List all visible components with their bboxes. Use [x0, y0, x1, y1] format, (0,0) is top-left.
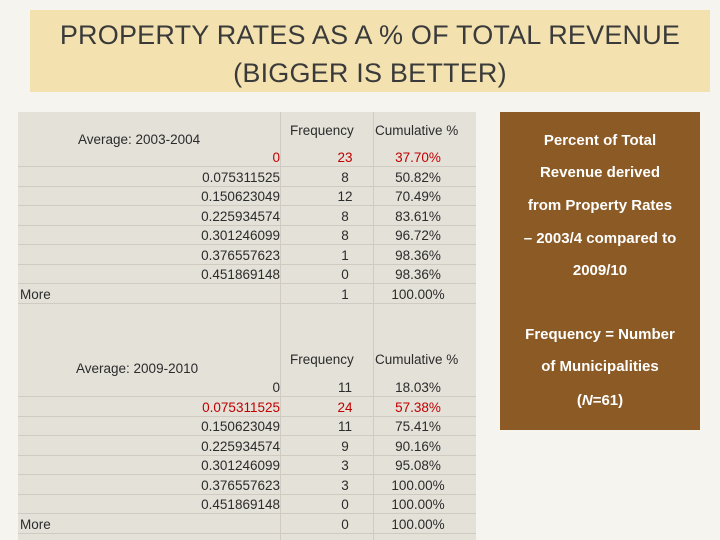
table-row: 0.301246099 8 96.72%: [18, 226, 476, 245]
bin-cell: 0.301246099: [201, 458, 280, 473]
cumulative-cell: 100.00%: [391, 477, 445, 493]
table-row: More 0 100.00%: [18, 515, 476, 534]
frequency-cell: 11: [337, 419, 352, 434]
desc-line-5: 2009/10: [572, 262, 628, 279]
frequency-cell: 9: [341, 438, 349, 454]
cumulative-cell: 75.41%: [395, 419, 441, 434]
table1-frequency-header: Frequency: [290, 123, 354, 138]
table-row: 0.301246099 3 95.08%: [18, 456, 476, 475]
cumulative-cell: 90.16%: [395, 438, 441, 454]
bin-cell: 0.150623049: [201, 419, 280, 434]
cumulative-cell: 100.00%: [391, 516, 445, 532]
table1-label: Average: 2003-2004: [78, 132, 201, 147]
desc-line-8-close: =61): [592, 392, 624, 409]
desc-line-4: – 2003/4 compared to: [523, 230, 677, 247]
cumulative-cell: 98.36%: [395, 247, 441, 263]
table-row: 0.150623049 12 70.49%: [18, 187, 476, 206]
frequency-cell: 11: [337, 380, 352, 395]
table-row: 0.075311525 24 57.38%: [18, 398, 476, 417]
frequency-cell: 3: [341, 477, 349, 493]
table2-frequency-header: Frequency: [290, 352, 354, 367]
bin-cell: 0.150623049: [201, 189, 280, 204]
frequency-cell: 24: [337, 399, 353, 415]
desc-line-6: Frequency = Number: [525, 326, 675, 343]
cumulative-cell: 98.36%: [395, 267, 441, 282]
bin-cell: 0.376557623: [201, 247, 280, 263]
bin-cell: 0.376557623: [201, 477, 280, 493]
grid-line: [373, 112, 374, 540]
cumulative-cell: 57.38%: [395, 399, 441, 415]
bin-cell: 0.451869148: [201, 497, 280, 512]
desc-line-1: Percent of Total: [543, 132, 657, 149]
table-row: 0 11 18.03%: [18, 378, 476, 397]
table-row: 0.225934574 8 83.61%: [18, 207, 476, 226]
bin-cell: 0: [272, 150, 280, 165]
cumulative-cell: 83.61%: [395, 208, 441, 224]
frequency-cell: 8: [341, 208, 349, 224]
table-row: 0.075311525 8 50.82%: [18, 168, 476, 187]
spreadsheet-area: Average: 2003-2004 Frequency Cumulative …: [18, 112, 476, 540]
cumulative-cell: 95.08%: [395, 458, 441, 473]
desc-line-2: Revenue derived: [539, 164, 661, 181]
table-row: 0.225934574 9 90.16%: [18, 437, 476, 456]
frequency-cell: 23: [337, 150, 353, 165]
table2-label: Average: 2009-2010: [76, 361, 199, 376]
table1-cumulative-header: Cumulative %: [375, 123, 459, 138]
desc-line-7: of Municipalities: [541, 358, 659, 375]
bin-cell: 0.075311525: [202, 169, 280, 185]
desc-line-8-n: N: [581, 392, 593, 409]
frequency-cell: 0: [341, 267, 349, 282]
title-banner: PROPERTY RATES AS A % OF TOTAL REVENUE (…: [30, 10, 710, 92]
frequency-cell: 8: [341, 228, 349, 243]
table-row: 0 23 37.70%: [18, 148, 476, 167]
table2-cumulative-header: Cumulative %: [375, 352, 459, 367]
cumulative-cell: 100.00%: [391, 286, 445, 302]
table-row: More 1 100.00%: [18, 285, 476, 304]
cumulative-cell: 18.03%: [395, 380, 441, 395]
desc-line-3: from Property Rates: [527, 197, 673, 214]
bin-cell: 0.301246099: [201, 228, 280, 243]
table-row: 0.376557623 3 100.00%: [18, 476, 476, 495]
table-row: 0.451869148 0 100.00%: [18, 495, 476, 514]
title-line-1: PROPERTY RATES AS A % OF TOTAL REVENUE: [59, 20, 681, 50]
cumulative-cell: 70.49%: [395, 189, 441, 204]
cumulative-cell: 96.72%: [395, 228, 441, 243]
cumulative-cell: 50.82%: [395, 169, 441, 185]
desc-line-8-open: (: [576, 392, 582, 409]
bin-cell: 0.075311525: [202, 399, 280, 415]
frequency-cell: 1: [341, 286, 349, 302]
grid-line: [280, 112, 281, 540]
bin-cell: 0.225934574: [201, 438, 280, 454]
table-row: 0.376557623 1 98.36%: [18, 246, 476, 265]
frequency-cell: 3: [341, 458, 349, 473]
frequency-cell: 1: [341, 247, 349, 263]
table-row: 0.150623049 11 75.41%: [18, 417, 476, 436]
desc-line-8: (N=61): [500, 392, 700, 409]
cumulative-cell: 37.70%: [395, 150, 441, 165]
description-panel: Percent of Total Revenue derived from Pr…: [500, 112, 700, 430]
bin-cell: 0.225934574: [201, 208, 280, 224]
slide-title: PROPERTY RATES AS A % OF TOTAL REVENUE (…: [30, 10, 710, 92]
bin-cell: More: [20, 516, 51, 532]
frequency-cell: 12: [337, 189, 353, 204]
bin-cell: More: [20, 286, 51, 302]
frequency-cell: 8: [341, 169, 349, 185]
cumulative-cell: 100.00%: [391, 497, 445, 512]
title-line-2: (BIGGER IS BETTER): [233, 58, 507, 88]
bin-cell: 0.451869148: [201, 267, 280, 282]
frequency-cell: 0: [341, 497, 349, 512]
frequency-cell: 0: [341, 516, 349, 532]
bin-cell: 0: [272, 380, 280, 395]
table-row: 0.451869148 0 98.36%: [18, 265, 476, 284]
